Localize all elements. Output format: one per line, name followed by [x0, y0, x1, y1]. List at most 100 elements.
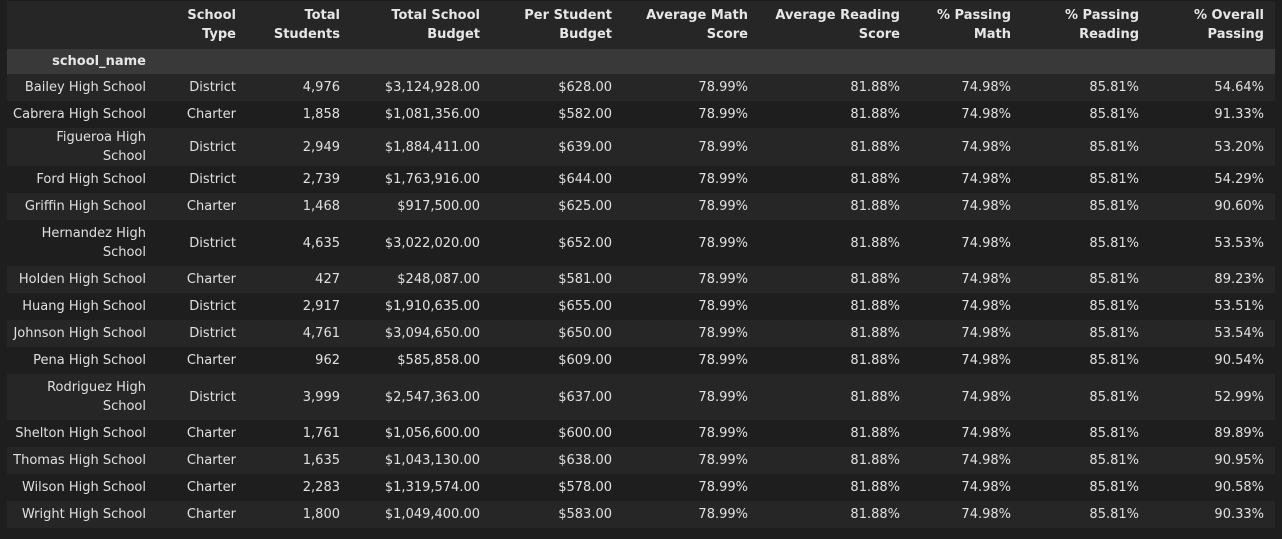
table-cell: $3,094,650.00 — [351, 320, 491, 347]
table-row: Hernandez High School District 4,635 $3,022… — [7, 220, 1275, 266]
row-index-school-name: Wright High School — [7, 501, 157, 528]
table-body: Bailey High School District 4,976 $3,124,92… — [7, 74, 1275, 528]
row-index-school-name: Johnson High School — [7, 320, 157, 347]
table-cell: 78.99% — [623, 420, 759, 447]
table-cell: $583.00 — [491, 501, 623, 528]
table-cell: 81.88% — [759, 501, 911, 528]
column-header: Per Student Budget — [491, 1, 623, 49]
table-cell: 90.33% — [1150, 501, 1275, 528]
table-cell: 1,800 — [247, 501, 351, 528]
table-cell: $3,124,928.00 — [351, 74, 491, 101]
table-cell: 90.95% — [1150, 447, 1275, 474]
table-row: Johnson High School District 4,761 $3,094,6… — [7, 320, 1275, 347]
row-index-school-name: Hernandez High School — [7, 220, 157, 266]
table-cell: 74.98% — [911, 128, 1022, 166]
table-row: Thomas High School Charter 1,635 $1,043,130… — [7, 447, 1275, 474]
table-cell: 53.20% — [1150, 128, 1275, 166]
table-cell: District — [157, 320, 247, 347]
table-cell: District — [157, 128, 247, 166]
table-cell: $652.00 — [491, 220, 623, 266]
table-cell: 81.88% — [759, 420, 911, 447]
table-cell: 2,917 — [247, 293, 351, 320]
table-cell: 74.98% — [911, 220, 1022, 266]
row-index-school-name: Huang High School — [7, 293, 157, 320]
column-header: % Passing Reading — [1022, 1, 1150, 49]
table-cell: 78.99% — [623, 266, 759, 293]
table-cell: 2,949 — [247, 128, 351, 166]
table-cell: 85.81% — [1022, 166, 1150, 193]
table-cell: 78.99% — [623, 374, 759, 420]
table-cell: 1,858 — [247, 101, 351, 128]
table-cell: District — [157, 166, 247, 193]
index-name: school_name — [7, 49, 157, 74]
table-row: Wilson High School Charter 2,283 $1,319,574… — [7, 474, 1275, 501]
table-cell: Charter — [157, 420, 247, 447]
table-cell: 78.99% — [623, 128, 759, 166]
table-cell: District — [157, 374, 247, 420]
table-cell: $1,049,400.00 — [351, 501, 491, 528]
table-cell: $1,043,130.00 — [351, 447, 491, 474]
table-cell: 78.99% — [623, 474, 759, 501]
table-cell: 74.98% — [911, 320, 1022, 347]
row-index-school-name: Pena High School — [7, 347, 157, 374]
column-header-row: School Type Total Students Total School … — [7, 1, 1275, 49]
table-cell: $638.00 — [491, 447, 623, 474]
table-cell: 85.81% — [1022, 374, 1150, 420]
table-cell: $637.00 — [491, 374, 623, 420]
table-cell: 74.98% — [911, 193, 1022, 220]
table-cell: 85.81% — [1022, 447, 1150, 474]
table-cell: District — [157, 220, 247, 266]
table-cell: 52.99% — [1150, 374, 1275, 420]
table-cell: 85.81% — [1022, 266, 1150, 293]
table-cell: 74.98% — [911, 447, 1022, 474]
table-cell: 81.88% — [759, 266, 911, 293]
table-cell: Charter — [157, 474, 247, 501]
table-cell: 1,635 — [247, 447, 351, 474]
table-cell: 53.51% — [1150, 293, 1275, 320]
table-cell: $1,319,574.00 — [351, 474, 491, 501]
table-cell: 90.54% — [1150, 347, 1275, 374]
column-header: Average Math Score — [623, 1, 759, 49]
table-cell: 74.98% — [911, 501, 1022, 528]
table-cell: 81.88% — [759, 374, 911, 420]
table-cell: 74.98% — [911, 474, 1022, 501]
table-cell: Charter — [157, 347, 247, 374]
table-cell: 85.81% — [1022, 293, 1150, 320]
index-name-row: school_name — [7, 49, 1275, 74]
table-cell: $3,022,020.00 — [351, 220, 491, 266]
row-index-school-name: Griffin High School — [7, 193, 157, 220]
table-cell: 81.88% — [759, 220, 911, 266]
table-cell: 85.81% — [1022, 193, 1150, 220]
table-cell: $1,056,600.00 — [351, 420, 491, 447]
table-cell: 78.99% — [623, 293, 759, 320]
table-cell: Charter — [157, 266, 247, 293]
table-cell: 427 — [247, 266, 351, 293]
table-cell: 78.99% — [623, 74, 759, 101]
table-cell: 81.88% — [759, 293, 911, 320]
column-header: Average Reading Score — [759, 1, 911, 49]
table-cell: 81.88% — [759, 474, 911, 501]
table-cell: 74.98% — [911, 374, 1022, 420]
table-cell: District — [157, 74, 247, 101]
row-index-school-name: Wilson High School — [7, 474, 157, 501]
table-cell: Charter — [157, 447, 247, 474]
table-cell: $585,858.00 — [351, 347, 491, 374]
table-cell: Charter — [157, 101, 247, 128]
table-cell: 1,761 — [247, 420, 351, 447]
table-cell: Charter — [157, 193, 247, 220]
table-cell: 74.98% — [911, 74, 1022, 101]
table-cell: $609.00 — [491, 347, 623, 374]
table-cell: 85.81% — [1022, 501, 1150, 528]
table-cell: 81.88% — [759, 128, 911, 166]
table-cell: 85.81% — [1022, 220, 1150, 266]
table-cell: 2,283 — [247, 474, 351, 501]
table-cell: $650.00 — [491, 320, 623, 347]
table-cell: District — [157, 293, 247, 320]
row-index-school-name: Thomas High School — [7, 447, 157, 474]
table-cell: 962 — [247, 347, 351, 374]
table-cell: 74.98% — [911, 166, 1022, 193]
table-cell: 90.60% — [1150, 193, 1275, 220]
row-index-school-name: Shelton High School — [7, 420, 157, 447]
header-blank — [7, 1, 157, 49]
table-row: Wright High School Charter 1,800 $1,049,400… — [7, 501, 1275, 528]
